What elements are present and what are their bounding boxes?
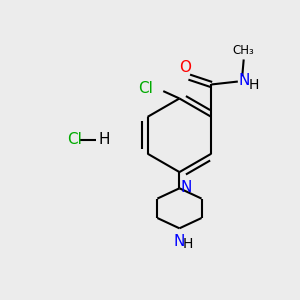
Text: O: O [179, 60, 191, 75]
Text: N: N [181, 180, 192, 195]
Text: H: H [98, 132, 110, 147]
Text: CH₃: CH₃ [233, 44, 255, 56]
Text: Cl: Cl [68, 132, 82, 147]
Text: N: N [173, 234, 184, 249]
Text: H: H [183, 237, 194, 250]
Text: H: H [249, 78, 260, 92]
Text: Cl: Cl [138, 81, 153, 96]
Text: N: N [238, 73, 250, 88]
